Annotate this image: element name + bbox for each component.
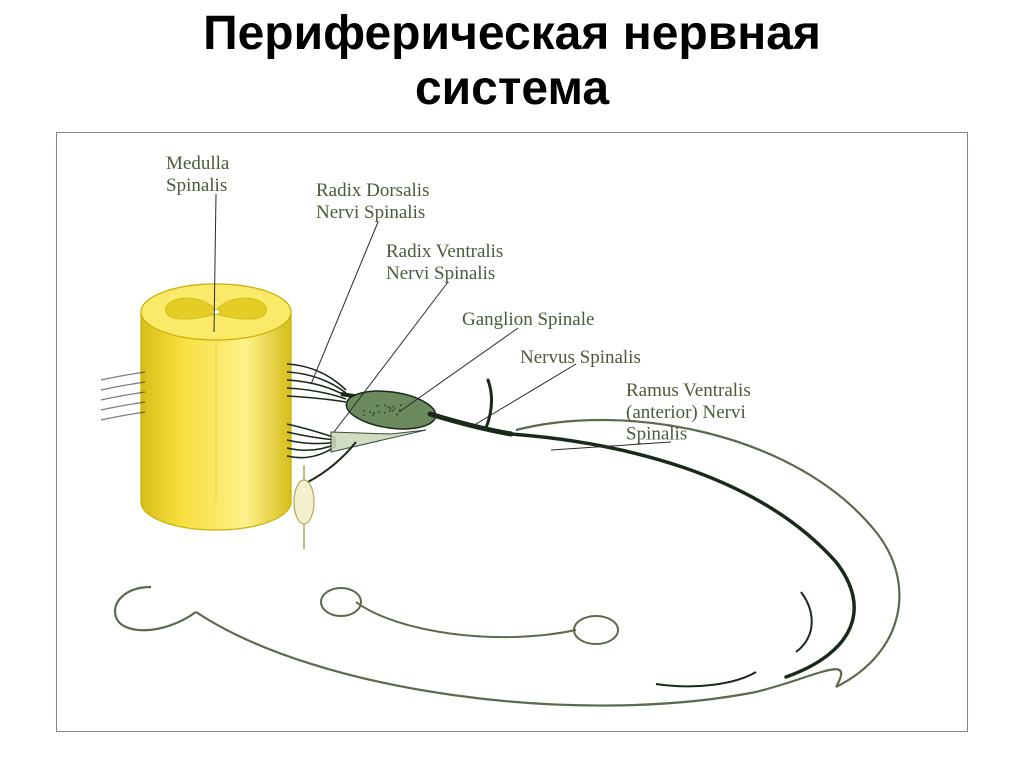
body-node-left	[321, 588, 361, 616]
body-outline-upper	[516, 420, 899, 687]
ganglion-dot	[389, 410, 391, 412]
label-radix_v: Radix VentralisNervi Spinalis	[386, 241, 503, 284]
ganglion-dot	[373, 412, 375, 414]
ganglion-dot	[372, 414, 374, 416]
leader-ganglion	[399, 328, 518, 412]
label-ramus_v: Ramus Ventralis(anterior) NerviSpinalis	[626, 380, 751, 445]
rootlet-left	[101, 412, 145, 420]
ventral-rootlet	[287, 424, 336, 438]
ganglion-dot	[400, 404, 402, 406]
label-medulla: MedullaSpinalis	[166, 153, 230, 196]
spinal-nerve	[430, 414, 511, 434]
title-line-2: система	[415, 62, 609, 115]
ramus-dorsalis	[486, 380, 492, 428]
rootlet-left	[101, 372, 145, 380]
body-outline-left	[115, 587, 196, 630]
body-outline-mid	[356, 602, 576, 637]
rootlet-left	[101, 382, 145, 390]
ventral-rootlet	[287, 446, 336, 458]
ganglion-dot	[378, 411, 380, 413]
label-nervus: Nervus Spinalis	[520, 347, 641, 368]
ganglion-dot	[363, 410, 365, 412]
ganglion-dot	[392, 405, 394, 407]
ganglion-dot	[369, 411, 371, 413]
rootlet-left	[101, 402, 145, 410]
ventral-rootlet	[287, 444, 336, 450]
body-outline-lower	[196, 612, 841, 706]
ventral-root	[331, 430, 426, 452]
label-radix_d: Radix DorsalisNervi Spinalis	[316, 180, 429, 223]
rootlet-left	[101, 392, 145, 400]
ganglion-dot	[390, 407, 392, 409]
ganglion-dot	[396, 414, 398, 416]
spinal-ganglion	[344, 386, 438, 434]
slide-title: Периферическая нервная система	[0, 6, 1024, 116]
body-node-right	[574, 616, 618, 644]
anatomy-diagram: MedullaSpinalis Radix DorsalisNervi Spina…	[56, 132, 968, 732]
ganglion-dot	[392, 410, 394, 412]
label-ganglion: Ganglion Spinale	[462, 309, 594, 330]
ramus-branch	[796, 592, 812, 652]
ramus-branch	[656, 672, 756, 686]
leader-nervus	[471, 364, 576, 427]
sympathetic-ganglion	[294, 480, 314, 524]
ganglion-dot	[376, 405, 378, 407]
ganglion-dot	[388, 406, 390, 408]
leader-radix_d	[311, 222, 378, 384]
central-canal	[212, 310, 220, 315]
ganglion-dot	[394, 407, 396, 409]
ganglion-dot	[384, 412, 386, 414]
title-line-1: Периферическая нервная	[203, 7, 821, 60]
ventral-rootlet	[287, 440, 336, 444]
ganglion-dot	[384, 405, 386, 407]
diagram-container: MedullaSpinalis Radix DorsalisNervi Spina…	[56, 132, 968, 732]
ganglion-dot	[363, 414, 365, 416]
